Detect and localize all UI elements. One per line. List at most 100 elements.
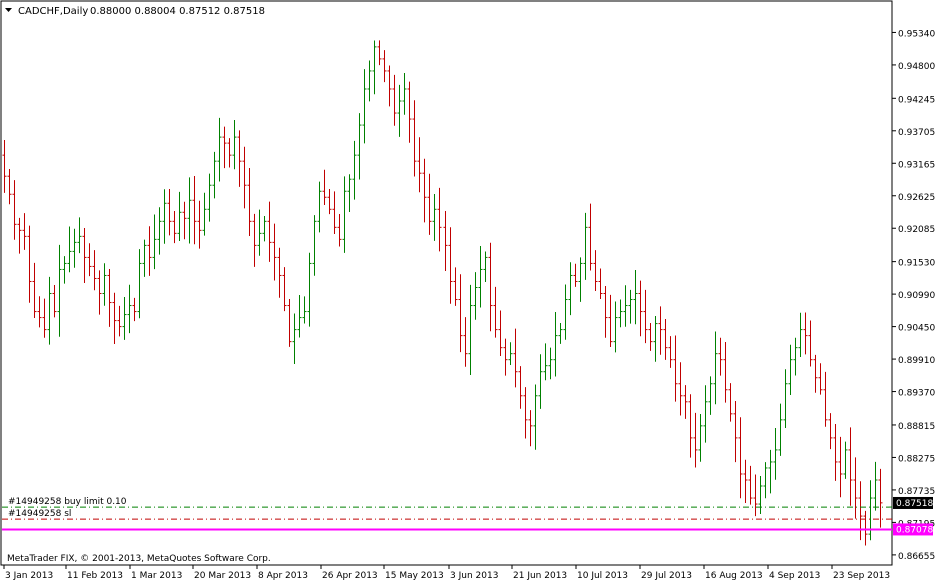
candle xyxy=(848,427,853,506)
y-tick-label: 0.91530 xyxy=(898,259,935,269)
candle xyxy=(798,312,803,357)
x-tick-label: 29 Jul 2013 xyxy=(641,571,692,581)
candle xyxy=(132,297,137,322)
candle xyxy=(643,289,648,344)
candle xyxy=(32,262,37,318)
candle xyxy=(728,383,733,422)
candle xyxy=(818,363,823,395)
candle xyxy=(17,217,22,254)
candle xyxy=(773,427,778,480)
y-tick-label: 0.89370 xyxy=(898,389,935,399)
candle xyxy=(678,362,683,416)
candle xyxy=(738,417,743,499)
y-tick-label: 0.88275 xyxy=(898,454,935,464)
candle xyxy=(753,474,758,517)
bid-price-tag: 0.87518 xyxy=(893,496,933,509)
candle xyxy=(488,242,493,332)
candle xyxy=(127,284,132,334)
candle xyxy=(573,263,578,287)
candle xyxy=(177,191,182,241)
candle xyxy=(267,201,272,262)
candle xyxy=(377,40,382,66)
candle xyxy=(197,200,202,249)
plot-frame xyxy=(0,0,893,566)
candle xyxy=(648,322,653,351)
candle xyxy=(698,414,703,462)
candle xyxy=(287,299,292,347)
candle xyxy=(663,318,668,360)
candle xyxy=(498,310,503,357)
candle xyxy=(638,280,643,337)
x-tick-label: 16 Aug 2013 xyxy=(705,571,763,581)
candle xyxy=(437,187,442,252)
x-tick-label: 15 May 2013 xyxy=(385,571,444,581)
candle xyxy=(803,312,808,355)
candle xyxy=(533,384,538,450)
candle xyxy=(778,403,783,456)
magenta-tag-box xyxy=(893,523,933,536)
y-tick-label: 0.90450 xyxy=(898,324,935,334)
buy-limit-label: #14949258 buy limit 0.10 xyxy=(8,497,127,507)
candle xyxy=(67,226,72,273)
ohlc-values: 0.88000 0.88004 0.87512 0.87518 xyxy=(90,6,265,17)
candle xyxy=(422,158,427,223)
candle xyxy=(633,270,638,325)
candle xyxy=(523,387,528,439)
candle xyxy=(117,305,122,337)
x-tick-label: 20 Mar 2013 xyxy=(194,571,251,581)
candle xyxy=(407,81,412,143)
candle xyxy=(337,214,342,247)
candle xyxy=(192,175,197,245)
candle xyxy=(513,328,518,388)
candle xyxy=(793,337,798,376)
x-tick-label: 3 Jun 2013 xyxy=(450,571,498,581)
candle xyxy=(568,262,573,316)
x-tick-label: 10 Jul 2013 xyxy=(577,571,628,581)
candle xyxy=(658,306,663,355)
candle xyxy=(813,354,818,393)
candle xyxy=(463,317,468,367)
candle xyxy=(92,250,97,291)
y-tick-label: 0.92625 xyxy=(898,193,935,203)
candles-group xyxy=(2,40,883,546)
x-tick-label: 1 Mar 2013 xyxy=(131,571,182,581)
candle xyxy=(417,137,422,193)
candle xyxy=(443,211,448,272)
x-tick-label: 26 Apr 2013 xyxy=(322,571,378,581)
candle xyxy=(763,462,768,499)
candle xyxy=(863,510,868,546)
candle xyxy=(142,239,147,277)
candle xyxy=(688,394,693,458)
candle xyxy=(783,369,788,428)
candle xyxy=(878,468,883,528)
candle xyxy=(382,50,387,83)
candle xyxy=(202,192,207,236)
candle xyxy=(257,209,262,256)
candle xyxy=(598,268,603,299)
candle xyxy=(157,207,162,255)
bid-tag-box xyxy=(893,496,933,509)
y-tick-label: 0.87735 xyxy=(898,487,935,497)
y-tick-label: 0.94245 xyxy=(898,95,935,105)
candle xyxy=(342,176,347,253)
candle xyxy=(22,213,27,250)
candle xyxy=(277,247,282,298)
candle xyxy=(137,249,142,319)
candle xyxy=(708,376,713,415)
candle xyxy=(453,267,458,306)
candle xyxy=(838,436,843,498)
candle xyxy=(828,413,833,450)
candle xyxy=(217,117,222,182)
stop-loss-label: #14949258 sl xyxy=(8,509,71,519)
candle xyxy=(853,457,858,519)
candle xyxy=(172,210,177,244)
candle xyxy=(473,272,478,320)
candle xyxy=(232,119,237,170)
candle xyxy=(758,475,763,514)
candle xyxy=(503,338,508,376)
chevron-down-icon[interactable] xyxy=(5,8,12,12)
x-tick-label: 21 Jun 2013 xyxy=(513,571,567,581)
bid-tag-text: 0.87518 xyxy=(896,499,933,509)
